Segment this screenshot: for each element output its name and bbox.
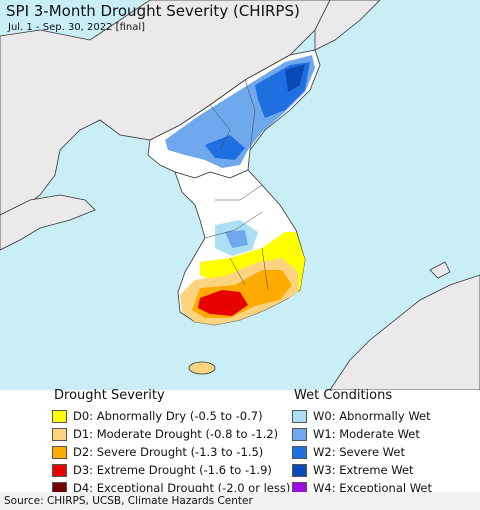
legend-item-w1: W1: Moderate Wet xyxy=(292,425,477,443)
legend-item-w2: W2: Severe Wet xyxy=(292,443,477,461)
legend-item-d0: D0: Abnormally Dry (-0.5 to -0.7) xyxy=(52,407,292,425)
legend-item-d3: D3: Extreme Drought (-1.6 to -1.9) xyxy=(52,461,292,479)
legend-swatch-d3 xyxy=(52,463,67,477)
jeju-island xyxy=(188,361,216,375)
drought-map xyxy=(0,0,480,390)
legend-swatch-d0 xyxy=(52,409,67,423)
province-borders xyxy=(204,79,269,291)
legend-swatch-w2 xyxy=(292,445,307,459)
japan-landmass xyxy=(329,274,480,390)
legend-item-w4: W4: Exceptional Wet xyxy=(292,479,477,497)
north-korea-extreme-wet-area xyxy=(285,64,305,92)
legend-swatch-d1 xyxy=(52,427,67,441)
south-korea-moderate-wet-area xyxy=(225,230,248,248)
legend-swatch-w3 xyxy=(292,463,307,477)
legend-label-d4: D4: Exceptional Drought (-2.0 or less) xyxy=(73,481,291,495)
legend-label-w3: W3: Extreme Wet xyxy=(313,463,414,477)
south-korea-d3-area xyxy=(198,290,248,316)
drought-legend-heading: Drought Severity xyxy=(54,388,165,403)
legend-label-w0: W0: Abnormally Wet xyxy=(313,409,431,423)
legend-label-d1: D1: Moderate Drought (-0.8 to -1.2) xyxy=(73,427,279,441)
legend-item-w3: W3: Extreme Wet xyxy=(292,461,477,479)
legend-item-d4: D4: Exceptional Drought (-2.0 or less) xyxy=(52,479,292,497)
shandong-peninsula xyxy=(0,194,96,251)
legend-item-w0: W0: Abnormally Wet xyxy=(292,407,477,425)
map-title: SPI 3-Month Drought Severity (CHIRPS) xyxy=(6,2,300,20)
drought-legend: Drought Severity D0: Abnormally Dry (-0.… xyxy=(52,388,292,497)
russia-landmass xyxy=(314,0,381,51)
source-credit: Source: CHIRPS, UCSB, Climate Hazards Ce… xyxy=(0,492,480,510)
legend-label-w2: W2: Severe Wet xyxy=(313,445,405,459)
legend-label-d3: D3: Extreme Drought (-1.6 to -1.9) xyxy=(73,463,272,477)
legend-label-d2: D2: Severe Drought (-1.3 to -1.5) xyxy=(73,445,264,459)
legend-swatch-w1 xyxy=(292,427,307,441)
north-korea-severe-wet-area-2 xyxy=(205,135,245,160)
legend-label-w1: W1: Moderate Wet xyxy=(313,427,420,441)
map-subtitle: Jul. 1 - Sep. 30, 2022 [final] xyxy=(8,22,146,33)
legend-label-w4: W4: Exceptional Wet xyxy=(313,481,432,495)
legend-label-d0: D0: Abnormally Dry (-0.5 to -0.7) xyxy=(73,409,263,423)
legend-item-d1: D1: Moderate Drought (-0.8 to -1.2) xyxy=(52,425,292,443)
legend-swatch-d2 xyxy=(52,445,67,459)
wet-legend: Wet Conditions W0: Abnormally Wet W1: Mo… xyxy=(292,388,477,497)
map-area: SPI 3-Month Drought Severity (CHIRPS) Ju… xyxy=(0,0,480,390)
legend-item-d2: D2: Severe Drought (-1.3 to -1.5) xyxy=(52,443,292,461)
wet-legend-heading: Wet Conditions xyxy=(294,388,393,403)
japan-island xyxy=(429,261,451,279)
legend-swatch-w0 xyxy=(292,409,307,423)
